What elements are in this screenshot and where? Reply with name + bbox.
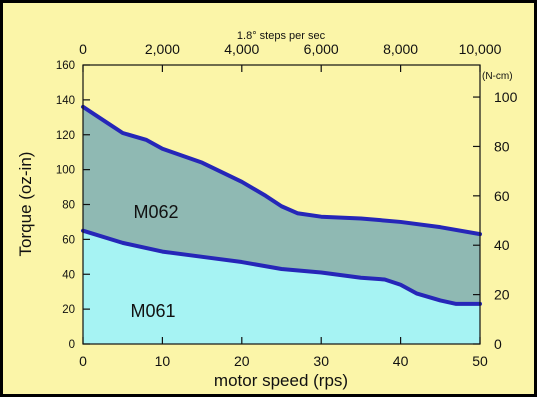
series-area-m061: [83, 230, 480, 344]
x-tick-label: 30: [313, 353, 329, 369]
series-label-m062: M062: [133, 202, 178, 222]
top-tick-label: 10,000: [459, 41, 502, 57]
top-tick-label: 8,000: [383, 41, 418, 57]
series-line-m061: [81, 228, 482, 306]
y-left-tick-label: 140: [56, 95, 75, 107]
y-left-tick-label: 160: [56, 60, 75, 72]
series-line-m062: [81, 104, 482, 237]
y-axis-title: Torque (oz-in): [16, 152, 35, 257]
x-axis-title: motor speed (rps): [214, 371, 348, 390]
y-right-unit: (N-cm): [482, 71, 513, 82]
y-left-tick-label: 20: [62, 304, 75, 316]
y-right-tick-label: 0: [494, 336, 502, 352]
x-tick-label: 40: [393, 353, 409, 369]
plot-area: [81, 104, 482, 344]
top-tick-label: 2,000: [145, 41, 180, 57]
y-left-tick-label: 0: [69, 339, 75, 351]
torque-speed-chart: 0 10 20 30 40 50 0 2,000 4,000 6,000 8,000 10,000 0 2…: [3, 3, 534, 394]
x-tick-label: 0: [79, 353, 87, 369]
y-left-tick-label: 120: [56, 130, 75, 142]
chart-text: 0 10 20 30 40 50 0 2,000 4,000 6,000 8,000 10,000 0 2…: [16, 30, 518, 390]
x-tick-label: 10: [155, 353, 171, 369]
top-tick-label: 6,000: [304, 41, 339, 57]
y-right-tick-label: 80: [494, 138, 510, 154]
x-tick-label: 50: [472, 353, 488, 369]
axes: [82, 64, 481, 345]
y-right-tick-label: 60: [494, 188, 510, 204]
y-left-tick-label: 40: [62, 269, 75, 281]
y-left-tick-label: 80: [62, 200, 75, 212]
top-tick-label: 4,000: [224, 41, 259, 57]
y-right-tick-label: 20: [494, 287, 510, 303]
y-left-tick-label: 100: [56, 165, 75, 177]
y-right-tick-label: 100: [494, 89, 518, 105]
x-tick-label: 20: [234, 353, 250, 369]
top-axis-title: 1.8° steps per sec: [237, 30, 326, 42]
series-label-m061: M061: [130, 301, 175, 321]
y-left-tick-label: 60: [62, 234, 75, 246]
y-right-tick-label: 40: [494, 237, 510, 253]
top-tick-label: 0: [79, 41, 87, 57]
